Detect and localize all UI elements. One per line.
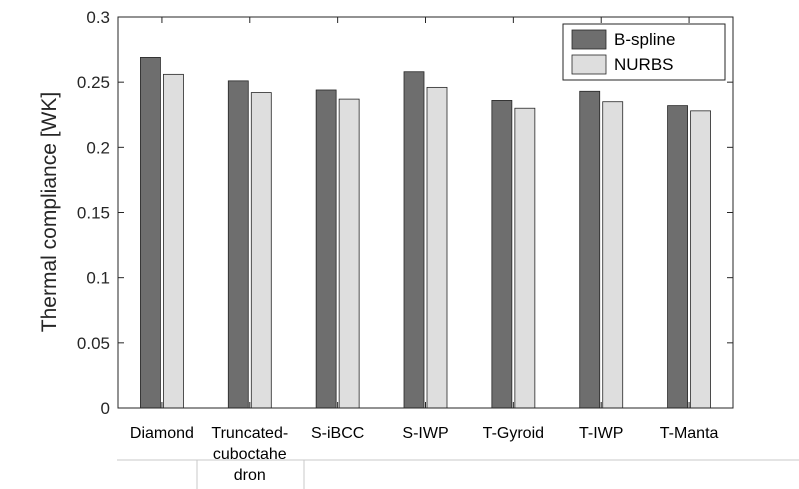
x-category-label: S-iBCC [311, 425, 364, 442]
x-category-label: T-Gyroid [483, 425, 544, 442]
x-category-label: T-IWP [579, 425, 623, 442]
bar-b-spline-3 [403, 71, 425, 409]
x-category-label-line: Diamond [130, 425, 194, 442]
x-category-label: Diamond [130, 425, 194, 442]
bar-nurbs-1 [250, 92, 272, 409]
y-tick-label: 0.3 [86, 8, 110, 27]
bar-nurbs-0 [163, 73, 184, 409]
y-axis: 0 0.05 0.1 0.15 0.2 0.25 0.3 [77, 8, 733, 418]
legend: B-spline NURBS [562, 23, 726, 81]
x-category-label-line: dron [234, 467, 266, 484]
y-tick-label: 0.1 [86, 269, 110, 288]
legend-label: NURBS [614, 55, 674, 74]
bar-b-spline-1 [227, 80, 249, 409]
y-tick-label: 0.05 [77, 334, 110, 353]
x-category-label-line: T-Manta [660, 425, 719, 442]
legend-swatch-b-spline [571, 29, 607, 50]
y-tick-label: 0.15 [77, 204, 110, 223]
x-category-label-line: Truncated- [211, 425, 288, 442]
bars-group [140, 57, 711, 409]
y-axis-title: Thermal compliance [WK] [38, 92, 61, 332]
bar-nurbs-3 [426, 86, 448, 409]
y-tick-label: 0.25 [77, 73, 110, 92]
x-axis: Diamond Truncated-cuboctahe dron S-iBCC S-IW… [130, 17, 719, 484]
bar-b-spline-4 [491, 100, 513, 409]
x-category-label-line: S-iBCC [311, 425, 364, 442]
x-category-label-line: T-IWP [579, 425, 623, 442]
category-table-lines [117, 459, 799, 489]
x-category-label: T-Manta [660, 425, 719, 442]
x-category-label: Truncated-cuboctahe dron [211, 425, 288, 484]
bar-b-spline-5 [579, 90, 601, 409]
x-category-label: S-IWP [402, 425, 448, 442]
bar-b-spline-0 [140, 57, 161, 409]
bar-nurbs-5 [602, 101, 624, 409]
x-category-label-line: T-Gyroid [483, 425, 544, 442]
y-tick-label: 0 [101, 399, 110, 418]
bar-b-spline-6 [667, 105, 688, 409]
plot-area [118, 17, 733, 408]
y-tick-label: 0.2 [86, 138, 110, 157]
bar-b-spline-2 [315, 89, 337, 409]
legend-swatch-nurbs [571, 54, 607, 75]
bar-nurbs-2 [338, 98, 360, 409]
x-category-label-line: S-IWP [402, 425, 448, 442]
bar-nurbs-4 [514, 107, 536, 409]
bar-nurbs-6 [690, 110, 711, 409]
legend-label: B-spline [614, 30, 675, 49]
x-category-label-line: cuboctahe [213, 446, 287, 463]
